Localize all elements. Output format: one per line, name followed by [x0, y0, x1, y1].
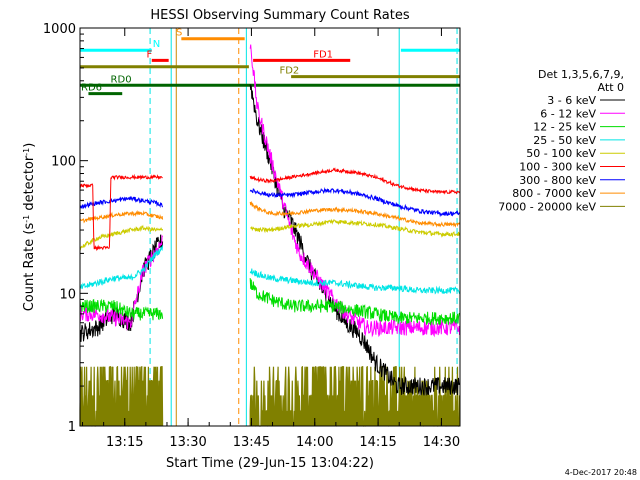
flag-label-rd0: RD0: [111, 74, 132, 85]
series-line-3-6-kev: [79, 84, 460, 396]
legend-label-100-300-kev: 100 - 300 keV: [519, 161, 596, 174]
legend-label-300-800-kev: 300 - 800 keV: [519, 174, 596, 187]
series-line-100-300-kev: [79, 167, 460, 252]
flag-label-rd6: RD6: [81, 83, 102, 94]
legend-subtitle: Att 0: [598, 81, 624, 94]
y-tick-label-100: 100: [51, 155, 76, 170]
legend-label-50-100-kev: 50 - 100 keV: [526, 147, 596, 160]
legend-label-25-50-kev: 25 - 50 keV: [533, 134, 596, 147]
legend-title: Det 1,3,5,6,7,9,: [538, 68, 624, 81]
x-tick-label-14-15: 14:15: [359, 435, 396, 450]
timestamp: 4-Dec-2017 20:48: [565, 468, 637, 477]
series-line-50-100-kev: [79, 218, 460, 251]
series-line-12-25-kev: [79, 278, 460, 326]
flag-label-f: F: [146, 49, 152, 60]
series-line-300-800-kev: [79, 187, 460, 218]
legend-label-800-7000-kev: 800 - 7000 keV: [512, 187, 596, 200]
series-line-7000-20000-kev: [79, 366, 461, 427]
x-tick-label-13-45: 13:45: [233, 435, 270, 450]
x-tick-label-13-15: 13:15: [106, 435, 143, 450]
y-axis-label: Count Rate (s-1 detector-1): [22, 143, 38, 312]
flag-label-s: S: [176, 28, 182, 39]
series-line-25-50-kev: [79, 245, 460, 295]
legend-label-6-12-kev: 6 - 12 keV: [540, 107, 596, 120]
flag-label-fd2: FD2: [279, 66, 299, 77]
y-tick-label-1: 1: [68, 420, 76, 435]
legend-label-3-6-kev: 3 - 6 keV: [547, 94, 596, 107]
legend-label-12-25-kev: 12 - 25 keV: [533, 121, 596, 134]
flag-label-n: N: [153, 39, 160, 50]
chart-title: HESSI Observing Summary Count Rates: [150, 8, 409, 23]
plot-area: N S F FD1 FD2 RD0 RD6: [79, 28, 461, 427]
series-line-800-7000-kev: [79, 200, 460, 228]
x-tick-label-14-30: 14:30: [423, 435, 460, 450]
x-axis-label: Start Time (29-Jun-15 13:04:22): [166, 456, 374, 471]
plot-frame: [79, 27, 461, 427]
y-axis: 1 10 100 1000: [43, 22, 88, 435]
legend-label-7000-20000-kev: 7000 - 20000 keV: [498, 200, 596, 213]
x-tick-label-14-00: 14:00: [296, 435, 333, 450]
x-tick-label-13-30: 13:30: [169, 435, 206, 450]
y-tick-label-1000: 1000: [43, 22, 76, 37]
x-axis: 13:15 13:30 13:45 14:00 14:15 14:30: [82, 28, 460, 450]
flag-label-fd1: FD1: [313, 49, 333, 60]
y-tick-label-10: 10: [59, 287, 76, 302]
